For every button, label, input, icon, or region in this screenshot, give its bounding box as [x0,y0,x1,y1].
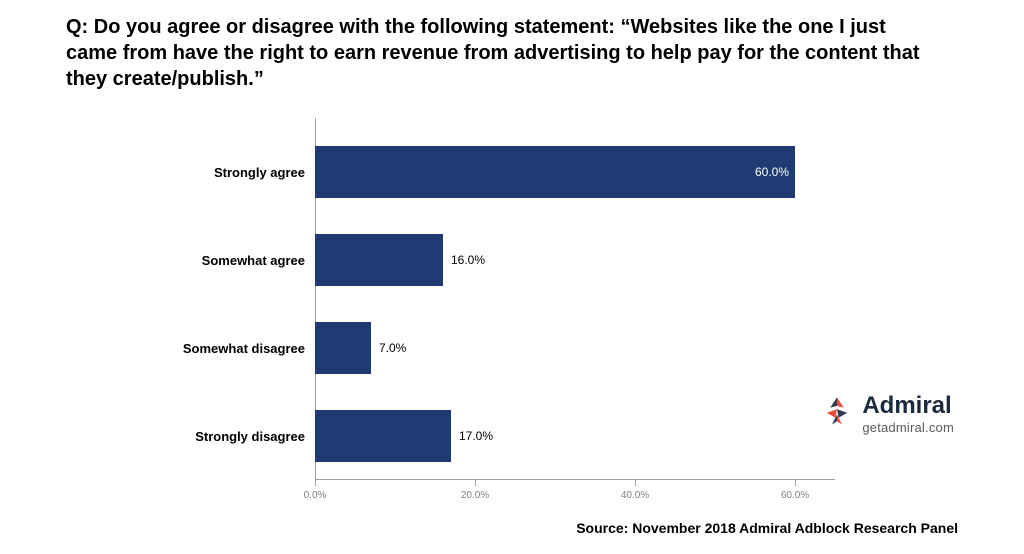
x-tick-label: 20.0% [461,490,489,501]
question-text: Q: Do you agree or disagree with the fol… [66,14,936,92]
bar-value-label: 16.0% [451,253,485,267]
category-label: Strongly agree [5,165,305,180]
bar: 17.0% [315,410,451,462]
bar: 60.0% [315,146,795,198]
x-axis-line [315,479,835,480]
chart-container: Q: Do you agree or disagree with the fol… [0,0,1024,554]
category-label: Somewhat disagree [5,341,305,356]
x-tick-label: 40.0% [621,490,649,501]
x-tick [475,480,476,486]
bar-value-label: 60.0% [755,165,789,179]
source-attribution: Source: November 2018 Admiral Adblock Re… [576,520,958,536]
x-tick-label: 0.0% [304,490,327,501]
category-label: Somewhat agree [5,253,305,268]
x-tick [635,480,636,486]
brand-badge: Admiral getadmiral.com [820,392,954,435]
bar: 16.0% [315,234,443,286]
bar: 7.0% [315,322,371,374]
admiral-logo-icon [820,394,854,433]
bar-value-label: 7.0% [379,341,406,355]
category-label: Strongly disagree [5,429,305,444]
x-tick [315,480,316,486]
x-tick [795,480,796,486]
x-tick-label: 60.0% [781,490,809,501]
bar-value-label: 17.0% [459,429,493,443]
brand-url: getadmiral.com [862,420,954,435]
bar-chart: 60.0%16.0%7.0%17.0%0.0%20.0%40.0%60.0% [315,118,835,480]
brand-name: Admiral [862,392,951,420]
